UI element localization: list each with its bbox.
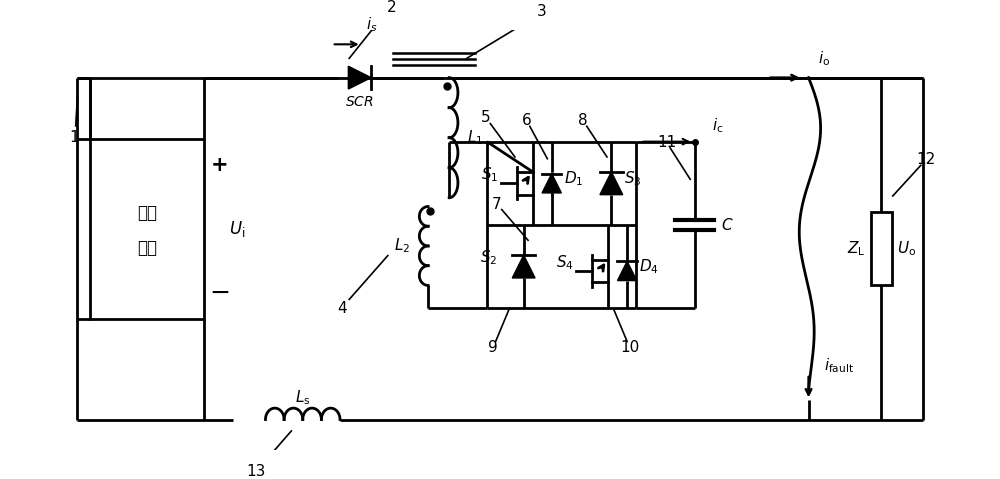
Text: $L_{2}$: $L_{2}$ — [394, 237, 411, 255]
Text: 8: 8 — [578, 113, 588, 128]
Text: $D_{4}$: $D_{4}$ — [639, 257, 659, 276]
Text: 3: 3 — [537, 3, 547, 19]
Text: $S_{1}$: $S_{1}$ — [481, 165, 499, 184]
Text: $S_{4}$: $S_{4}$ — [556, 253, 574, 272]
Text: 电源: 电源 — [137, 239, 157, 257]
Text: 7: 7 — [492, 196, 502, 212]
Text: $L_{\mathrm{s}}$: $L_{\mathrm{s}}$ — [295, 388, 310, 407]
Text: $C$: $C$ — [721, 217, 734, 233]
Text: $L_{1}$: $L_{1}$ — [467, 128, 483, 147]
Text: $U_{\mathrm{i}}$: $U_{\mathrm{i}}$ — [229, 219, 245, 240]
Text: $Z_{\mathrm{L}}$: $Z_{\mathrm{L}}$ — [847, 239, 866, 258]
Text: $D_{1}$: $D_{1}$ — [564, 170, 583, 188]
Text: $i_{\mathrm{o}}$: $i_{\mathrm{o}}$ — [818, 49, 830, 68]
Polygon shape — [600, 172, 623, 194]
Text: $i_{s}$: $i_{s}$ — [366, 15, 378, 34]
Text: 2: 2 — [386, 0, 396, 15]
Text: $SCR$: $SCR$ — [345, 95, 374, 109]
Text: 5: 5 — [481, 110, 491, 125]
Text: 6: 6 — [522, 113, 532, 128]
Text: $U_{\mathrm{o}}$: $U_{\mathrm{o}}$ — [897, 239, 916, 258]
Polygon shape — [348, 66, 371, 89]
Text: +: + — [211, 155, 228, 175]
Text: 13: 13 — [246, 464, 266, 479]
Polygon shape — [542, 173, 561, 193]
Bar — [871, 212, 892, 285]
Text: 9: 9 — [488, 340, 498, 355]
Polygon shape — [512, 255, 535, 278]
Text: $S_{3}$: $S_{3}$ — [624, 170, 641, 188]
Text: 1: 1 — [69, 130, 79, 145]
Text: 直流: 直流 — [137, 204, 157, 222]
Text: 4: 4 — [337, 301, 347, 316]
Text: $i_{\mathrm{c}}$: $i_{\mathrm{c}}$ — [712, 116, 724, 135]
Text: 12: 12 — [916, 152, 935, 167]
Text: $i_{\mathrm{fault}}$: $i_{\mathrm{fault}}$ — [824, 356, 855, 375]
Polygon shape — [617, 262, 637, 281]
Text: 10: 10 — [620, 340, 639, 355]
Text: 11: 11 — [657, 135, 676, 149]
Text: −: − — [209, 280, 230, 305]
Text: $S_{2}$: $S_{2}$ — [480, 249, 497, 267]
Bar — [90, 139, 204, 319]
